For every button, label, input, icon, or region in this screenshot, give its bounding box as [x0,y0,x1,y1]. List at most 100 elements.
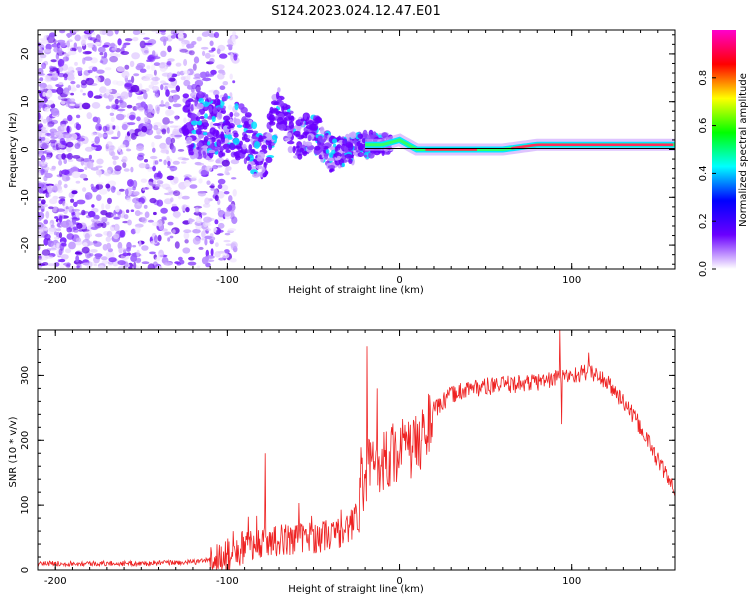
spectrogram-speckle [90,167,99,171]
spectrogram-speckle [133,73,140,77]
spectrogram-speckle [60,220,70,228]
spectrogram-speckle [172,160,180,165]
spectrogram-speckle [95,165,103,169]
x-tick-label: 0 [396,275,402,286]
spectrogram-speckle [47,121,55,127]
spectrogram-speckle [74,34,81,42]
spectrogram-speckle [196,142,203,148]
spectrogram-speckle [151,141,155,148]
spectrogram-speckle [60,120,69,125]
spectrogram-speckle [171,203,177,207]
spectrogram-speckle [38,56,43,63]
spectrogram-speckle [231,177,237,180]
spectrogram-speckle [283,116,292,121]
spectrogram-speckle [48,228,55,235]
spectrogram-speckle [300,118,305,122]
spectrogram-speckle [81,246,90,254]
spectrogram-speckle [40,199,46,205]
spectrogram-speckle [138,240,142,247]
spectrogram-speckle [54,231,58,236]
spectrogram-speckle [99,60,104,64]
spectrogram-speckle [345,142,353,148]
spectrogram-speckle [251,121,258,130]
spectrogram-speckle [233,112,240,117]
spectrogram-speckle [244,112,252,118]
spectrogram-speckle [127,122,136,126]
spectrogram-speckle [41,208,45,212]
spectrogram-speckle [348,158,353,165]
spectrogram-speckle [151,30,158,33]
spectrogram-speckle [167,160,171,167]
spectrogram-speckle [108,257,117,263]
spectrogram-speckle [290,115,295,122]
spectrogram-speckle [105,183,111,189]
spectrogram-speckle [276,116,284,125]
spectrogram-speckle [227,126,231,130]
spectrogram-speckle [99,52,104,56]
spectrogram-speckle [153,69,157,76]
spectrogram-speckle [206,180,211,185]
spectrogram-speckle [228,195,233,203]
spectrogram-speckle [97,46,106,53]
colorbar-ticks: 0.0 0.2 0.4 0.6 0.8 [698,70,716,277]
spectrogram-speckle [116,53,121,58]
spectrogram-speckle [66,261,71,269]
spectrogram-speckle [88,154,92,160]
spectrogram-speckle [215,229,224,233]
spectrogram-speckle [168,77,176,82]
spectrogram-speckle [162,117,170,125]
spectrogram-speckle [38,106,41,111]
spectrogram-speckle [196,120,203,126]
spectrogram-speckle [172,206,179,211]
spectrogram-speckle [87,69,93,74]
spectrogram-speckle [128,114,136,121]
spectrogram-speckle [53,46,63,53]
spectrogram-speckle [334,146,338,153]
spectrogram-speckle [84,33,88,39]
spectrogram-speckle [157,170,162,178]
spectrogram-speckle [42,118,48,124]
spectrogram-speckle [203,216,212,223]
spectrogram-speckle [153,177,161,181]
spectrogram-speckle [61,98,68,102]
spectrogram-speckle [144,88,150,92]
spectrogram-speckle [38,112,41,121]
spectrogram-speckle [75,123,82,131]
spectrogram-speckle [138,107,145,112]
spectrogram-speckle [143,37,150,40]
spectrogram-speckle [58,82,64,85]
spectrogram-speckle [192,228,201,234]
spectrogram-speckle [110,185,116,193]
spectrogram-speckle [213,98,221,106]
spectrogram-speckle [94,143,101,146]
spectrogram-speckle [81,229,90,232]
spectrogram-speckle [248,144,253,151]
spectrogram-speckle [155,93,159,98]
spectrogram-speckle [38,182,43,188]
spectrogram-speckle [107,197,112,205]
spectrogram-speckle [219,85,226,90]
spectrogram-speckle [209,57,215,64]
spectrogram-speckle [276,91,280,100]
snr-series-line [38,330,675,570]
spectrogram-speckle [57,72,65,78]
spectrogram-speckle [65,264,71,268]
spectrogram-speckle [70,87,77,92]
spectrogram-speckle [147,263,155,269]
spectrogram-speckle [136,145,144,152]
spectrogram-speckle [41,136,46,141]
spectrogram-speckle [172,103,182,108]
spectrogram-speckle [357,133,364,139]
spectrogram-speckle [65,91,71,95]
spectrogram-speckle [154,160,159,165]
spectrogram-speckle [153,62,161,66]
spectrogram-speckle [202,150,206,155]
spectrogram-speckle [156,199,164,207]
spectrogram-speckle [196,146,200,150]
spectrogram-speckle [101,203,105,211]
spectrogram-speckle [58,159,63,166]
spectrogram-speckle [182,70,191,75]
spectrogram-speckle [110,151,116,157]
spectrogram-speckle [68,205,74,213]
spectrogram-speckle [92,188,98,193]
